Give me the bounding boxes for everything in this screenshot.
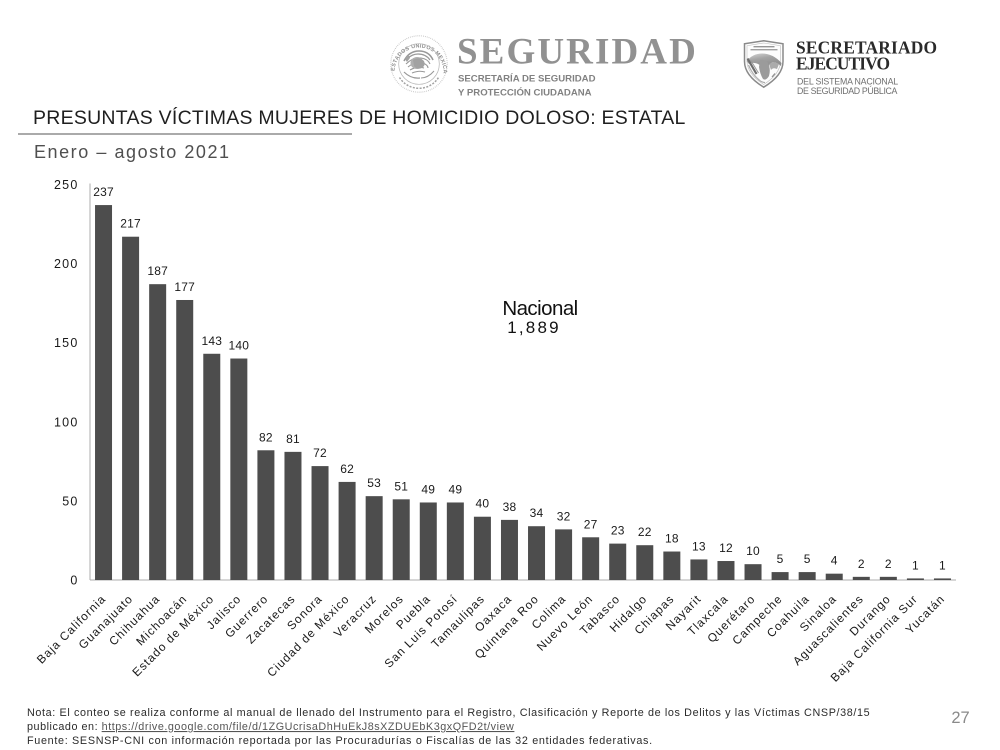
svg-text:27: 27 <box>951 709 969 727</box>
svg-text:62: 62 <box>340 462 354 476</box>
svg-text:SECRETARÍA DE SEGURIDAD: SECRETARÍA DE SEGURIDAD <box>458 73 596 85</box>
svg-text:Nota: El conteo se realiza con: Nota: El conteo se realiza conforme al m… <box>27 707 870 719</box>
svg-text:51: 51 <box>394 479 408 493</box>
svg-text:82: 82 <box>259 430 273 444</box>
svg-text:72: 72 <box>313 446 327 460</box>
svg-text:217: 217 <box>120 217 141 231</box>
svg-text:100: 100 <box>54 415 78 429</box>
svg-text:5: 5 <box>804 552 811 566</box>
svg-text:53: 53 <box>367 476 381 490</box>
svg-text:DEL SISTEMA NACIONAL: DEL SISTEMA NACIONAL <box>797 77 898 87</box>
svg-text:10: 10 <box>746 544 760 558</box>
svg-text:Nacional: Nacional <box>502 297 577 320</box>
svg-text:38: 38 <box>503 500 517 514</box>
svg-text:143: 143 <box>201 334 222 348</box>
svg-text:2: 2 <box>885 557 892 571</box>
svg-text:2: 2 <box>858 557 865 571</box>
svg-text:150: 150 <box>54 336 78 350</box>
svg-text:49: 49 <box>448 482 462 496</box>
svg-text:13: 13 <box>692 539 706 553</box>
svg-text:140: 140 <box>229 339 250 353</box>
svg-text:4: 4 <box>831 554 838 568</box>
svg-text:32: 32 <box>557 509 571 523</box>
svg-text:49: 49 <box>421 482 435 496</box>
svg-text:SEGURIDAD: SEGURIDAD <box>457 32 698 73</box>
svg-text:250: 250 <box>54 178 78 192</box>
svg-text:34: 34 <box>530 506 544 520</box>
svg-text:18: 18 <box>665 532 679 546</box>
svg-text:Y PROTECCIÓN CIUDADANA: Y PROTECCIÓN CIUDADANA <box>458 87 592 99</box>
svg-text:publicado en: https://drive.go: publicado en: https://drive.google.com/f… <box>27 721 514 733</box>
svg-text:50: 50 <box>62 494 78 508</box>
svg-text:27: 27 <box>584 517 598 531</box>
svg-text:177: 177 <box>174 280 195 294</box>
svg-text:23: 23 <box>611 524 625 538</box>
svg-text:EJECUTIVO: EJECUTIVO <box>796 53 889 73</box>
svg-text:ESTADOS UNIDOS MEXICANOS: ESTADOS UNIDOS MEXICANOS <box>0 0 448 74</box>
svg-text:DE SEGURIDAD PÚBLICA: DE SEGURIDAD PÚBLICA <box>797 86 898 96</box>
svg-text:5: 5 <box>777 552 784 566</box>
svg-text:SECRETARIADO: SECRETARIADO <box>796 37 937 57</box>
svg-text:Fuente: SESNSP-CNI con informa: Fuente: SESNSP-CNI con información repor… <box>27 735 653 747</box>
svg-text:1: 1 <box>939 558 946 572</box>
svg-text:1,889: 1,889 <box>507 318 561 337</box>
svg-text:Enero – agosto 2021: Enero – agosto 2021 <box>34 142 231 162</box>
svg-text:81: 81 <box>286 432 300 446</box>
svg-text:12: 12 <box>719 541 733 555</box>
svg-text:1: 1 <box>912 558 919 572</box>
svg-text:40: 40 <box>476 497 490 511</box>
svg-text:PRESUNTAS VÍCTIMAS MUJERES DE: PRESUNTAS VÍCTIMAS MUJERES DE HOMICIDIO … <box>33 106 686 129</box>
svg-text:237: 237 <box>93 185 114 199</box>
svg-text:22: 22 <box>638 525 652 539</box>
svg-text:187: 187 <box>147 264 168 278</box>
svg-text:200: 200 <box>54 257 78 271</box>
svg-text:0: 0 <box>70 574 78 588</box>
